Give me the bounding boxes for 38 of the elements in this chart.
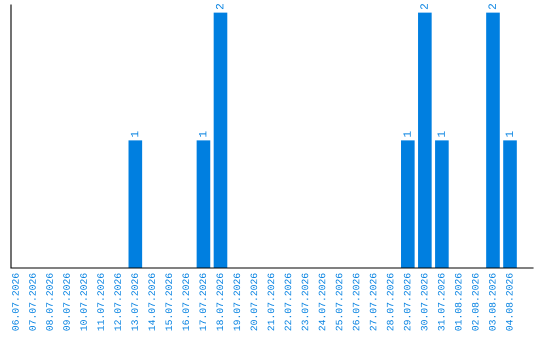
x-tick-label: 08.07.2026 [46,274,53,331]
x-tick-label: 30.07.2026 [420,274,428,331]
x-tick-label: 11.07.2026 [97,274,104,331]
x-tick-label: 03.08.2026 [488,274,496,331]
data-label: 2 [420,4,428,10]
data-label: 1 [199,131,206,137]
x-tick-label: 13.07.2026 [131,274,138,331]
x-tick-label: 21.07.2026 [268,274,274,331]
x-tick-label: 28.07.2026 [386,274,394,331]
data-label: 1 [403,131,411,137]
x-tick-label: 23.07.2026 [302,274,308,331]
x-tick-label: 22.07.2026 [284,274,292,331]
x-tick-label: 16.07.2026 [182,274,190,331]
x-tick-label: 10.07.2026 [80,274,87,331]
x-tick-label: 12.07.2026 [114,274,121,331]
data-label: 1 [506,131,513,137]
x-tick-label: 07.07.2026 [29,274,36,331]
x-tick-label: 25.07.2026 [336,274,342,331]
x-tick-label: 02.08.2026 [472,274,479,331]
data-label: 2 [488,4,496,10]
x-tick-label: 20.07.2026 [250,274,258,331]
x-tick-label: 18.07.2026 [216,274,224,331]
x-tick-label: 27.07.2026 [370,274,376,331]
x-tick-label: 04.08.2026 [506,274,513,331]
x-tick-label: 24.07.2026 [318,274,326,331]
x-tick-label: 19.07.2026 [234,274,240,331]
x-tick-label: 29.07.2026 [404,274,410,331]
data-label: 2 [216,4,224,10]
x-tick-label: 14.07.2026 [148,274,155,331]
x-tick-label: 31.07.2026 [438,274,444,331]
x-tick-label: 26.07.2026 [352,274,360,331]
x-tick-label: 01.08.2026 [454,274,462,331]
data-label: 1 [130,131,138,137]
x-tick-label: 09.07.2026 [63,274,70,331]
x-tick-label: 17.07.2026 [199,274,206,331]
x-tick-label: 15.07.2026 [165,274,172,331]
data-label: 1 [437,131,445,137]
x-tick-label: 06.07.2026 [12,274,19,331]
